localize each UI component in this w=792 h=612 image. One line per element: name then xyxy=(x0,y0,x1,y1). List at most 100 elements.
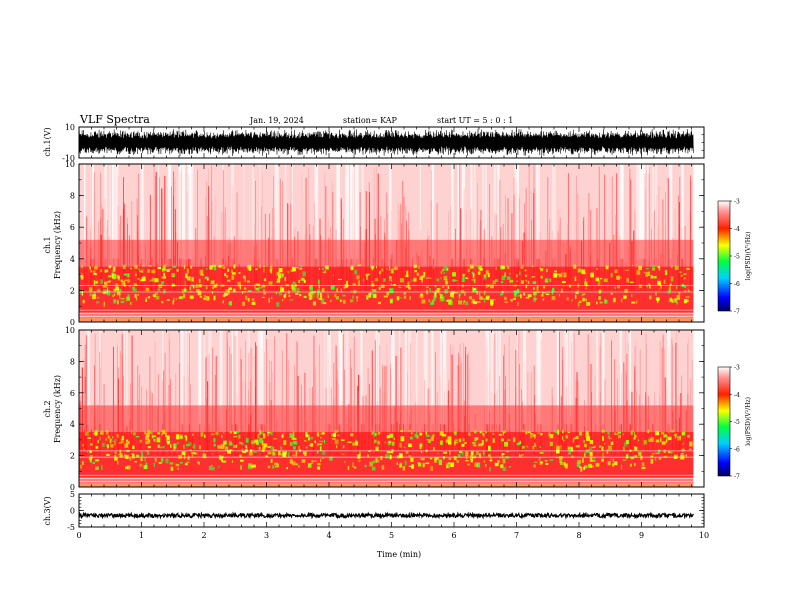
spectrogram-patch xyxy=(504,430,506,431)
spectrogram-patch xyxy=(658,457,662,460)
spectrogram-patch xyxy=(468,432,471,436)
y-tick-label: 5 xyxy=(70,490,75,499)
spectrogram-patch xyxy=(570,446,574,452)
spectrogram-patch xyxy=(408,443,412,448)
spectrogram-patch xyxy=(145,435,149,441)
spectrogram-patch xyxy=(575,445,580,448)
spectrogram-patch xyxy=(660,285,662,289)
spectrogram-patch xyxy=(317,463,321,466)
spectrogram-patch xyxy=(291,461,296,466)
colorbar-tick-label: -4 xyxy=(734,392,740,399)
spectrogram-patch xyxy=(535,445,537,447)
spectrogram-patch xyxy=(389,298,393,304)
spectrogram-patch xyxy=(119,453,123,458)
spectrogram-patch xyxy=(681,431,686,436)
spectrogram-patch xyxy=(161,446,165,449)
spectrogram-patch xyxy=(583,467,585,470)
spectrogram-patch xyxy=(419,444,422,449)
spectrogram-patch xyxy=(270,445,273,450)
spectrogram-patch xyxy=(115,286,119,291)
x-tick-label: 1 xyxy=(139,531,144,540)
spectrogram-quiet-column xyxy=(388,164,392,259)
spectrogram-patch xyxy=(430,466,433,471)
spectrogram-patch xyxy=(132,454,135,459)
spectrogram-base-band xyxy=(79,318,694,322)
spectrogram-patch xyxy=(189,279,191,282)
spectrogram-patch xyxy=(584,452,586,457)
spectrogram-patch xyxy=(661,441,666,445)
ch2-channel-ylabel: ch.2 xyxy=(43,400,52,417)
ch2-colorbar: -3 -4 -5 -6 -7 log(PSD)(V²/Hz) xyxy=(717,365,752,481)
spectrogram-patch xyxy=(101,465,103,470)
spectrogram-patch xyxy=(552,287,555,292)
spectrogram-patch xyxy=(622,459,627,461)
spectrogram-patch xyxy=(523,292,525,296)
spectrogram-patch xyxy=(668,451,671,453)
spectrogram-patch xyxy=(166,437,168,443)
spectrogram-patch xyxy=(193,452,198,455)
spectrogram-patch xyxy=(145,297,149,299)
y-tick-label: 2 xyxy=(70,286,75,295)
spectrogram-patch xyxy=(274,462,278,466)
spectrogram-patch xyxy=(94,266,98,270)
spectrogram-patch xyxy=(584,278,587,283)
colorbar-tick-label: -7 xyxy=(734,309,740,316)
spectrogram-patch xyxy=(144,457,146,462)
spectrogram-patch xyxy=(484,298,486,303)
spectrogram-patch xyxy=(191,451,196,455)
spectrogram-patch xyxy=(118,442,122,444)
spectrogram-patch xyxy=(545,278,549,283)
spectrogram-patch xyxy=(383,295,388,298)
spectrogram-quiet-column xyxy=(493,164,496,259)
spectrogram-patch xyxy=(226,289,230,292)
spectrogram-patch xyxy=(588,302,591,306)
spectrogram-patch xyxy=(149,279,152,282)
spectrogram-patch xyxy=(334,439,339,445)
spectrogram-patch xyxy=(163,264,166,267)
y-tick-label: 0 xyxy=(70,483,75,492)
spectrogram-patch xyxy=(227,268,230,273)
spectrogram-patch xyxy=(256,443,259,445)
spectrogram-patch xyxy=(172,443,177,447)
spectrogram-patch xyxy=(663,279,666,284)
spectrogram-patch xyxy=(565,463,568,469)
spectrogram-patch xyxy=(358,280,360,286)
spectrogram-quiet-column xyxy=(431,330,434,425)
spectrogram-patch xyxy=(123,273,128,276)
spectrogram-patch xyxy=(477,271,481,275)
spectrogram-patch xyxy=(309,436,314,440)
spectrogram-patch xyxy=(608,437,612,440)
spectrogram-patch xyxy=(416,272,420,276)
spectrogram-patch xyxy=(479,268,483,271)
spectrogram-patch xyxy=(401,439,404,442)
spectrogram-patch xyxy=(682,443,684,445)
spectrogram-patch xyxy=(586,436,591,441)
spectrogram-patch xyxy=(371,267,374,271)
spectrogram-patch xyxy=(238,272,240,275)
spectrogram-patch xyxy=(120,298,125,300)
spectrogram-patch xyxy=(620,298,623,303)
spectrogram-patch xyxy=(641,462,645,467)
spectrogram-patch xyxy=(182,293,186,299)
spectrogram-patch xyxy=(146,450,150,455)
spectrogram-patch xyxy=(471,299,475,304)
spectrogram-patch xyxy=(95,446,99,449)
spectrogram-patch xyxy=(318,284,320,289)
spectrogram-patch xyxy=(262,446,266,450)
spectrogram-patch xyxy=(116,300,119,305)
spectrogram-patch xyxy=(474,437,477,442)
spectrogram-patch xyxy=(684,290,687,293)
spectrogram-patch xyxy=(473,444,477,447)
spectrogram-patch xyxy=(408,455,411,458)
spectrogram-patch xyxy=(521,454,524,456)
spectrogram-quiet-column xyxy=(314,164,319,259)
spectrogram-patch xyxy=(199,295,203,298)
station-label: station= KAP xyxy=(343,116,398,125)
spectrogram-patch xyxy=(218,465,220,468)
spectrogram-patch xyxy=(375,446,378,450)
spectrogram-patch xyxy=(664,270,668,276)
spectrogram-quiet-column xyxy=(252,164,254,259)
spectrogram-quiet-column xyxy=(439,330,442,425)
spectrogram-patch xyxy=(133,283,138,286)
spectrogram-patch xyxy=(476,437,479,440)
